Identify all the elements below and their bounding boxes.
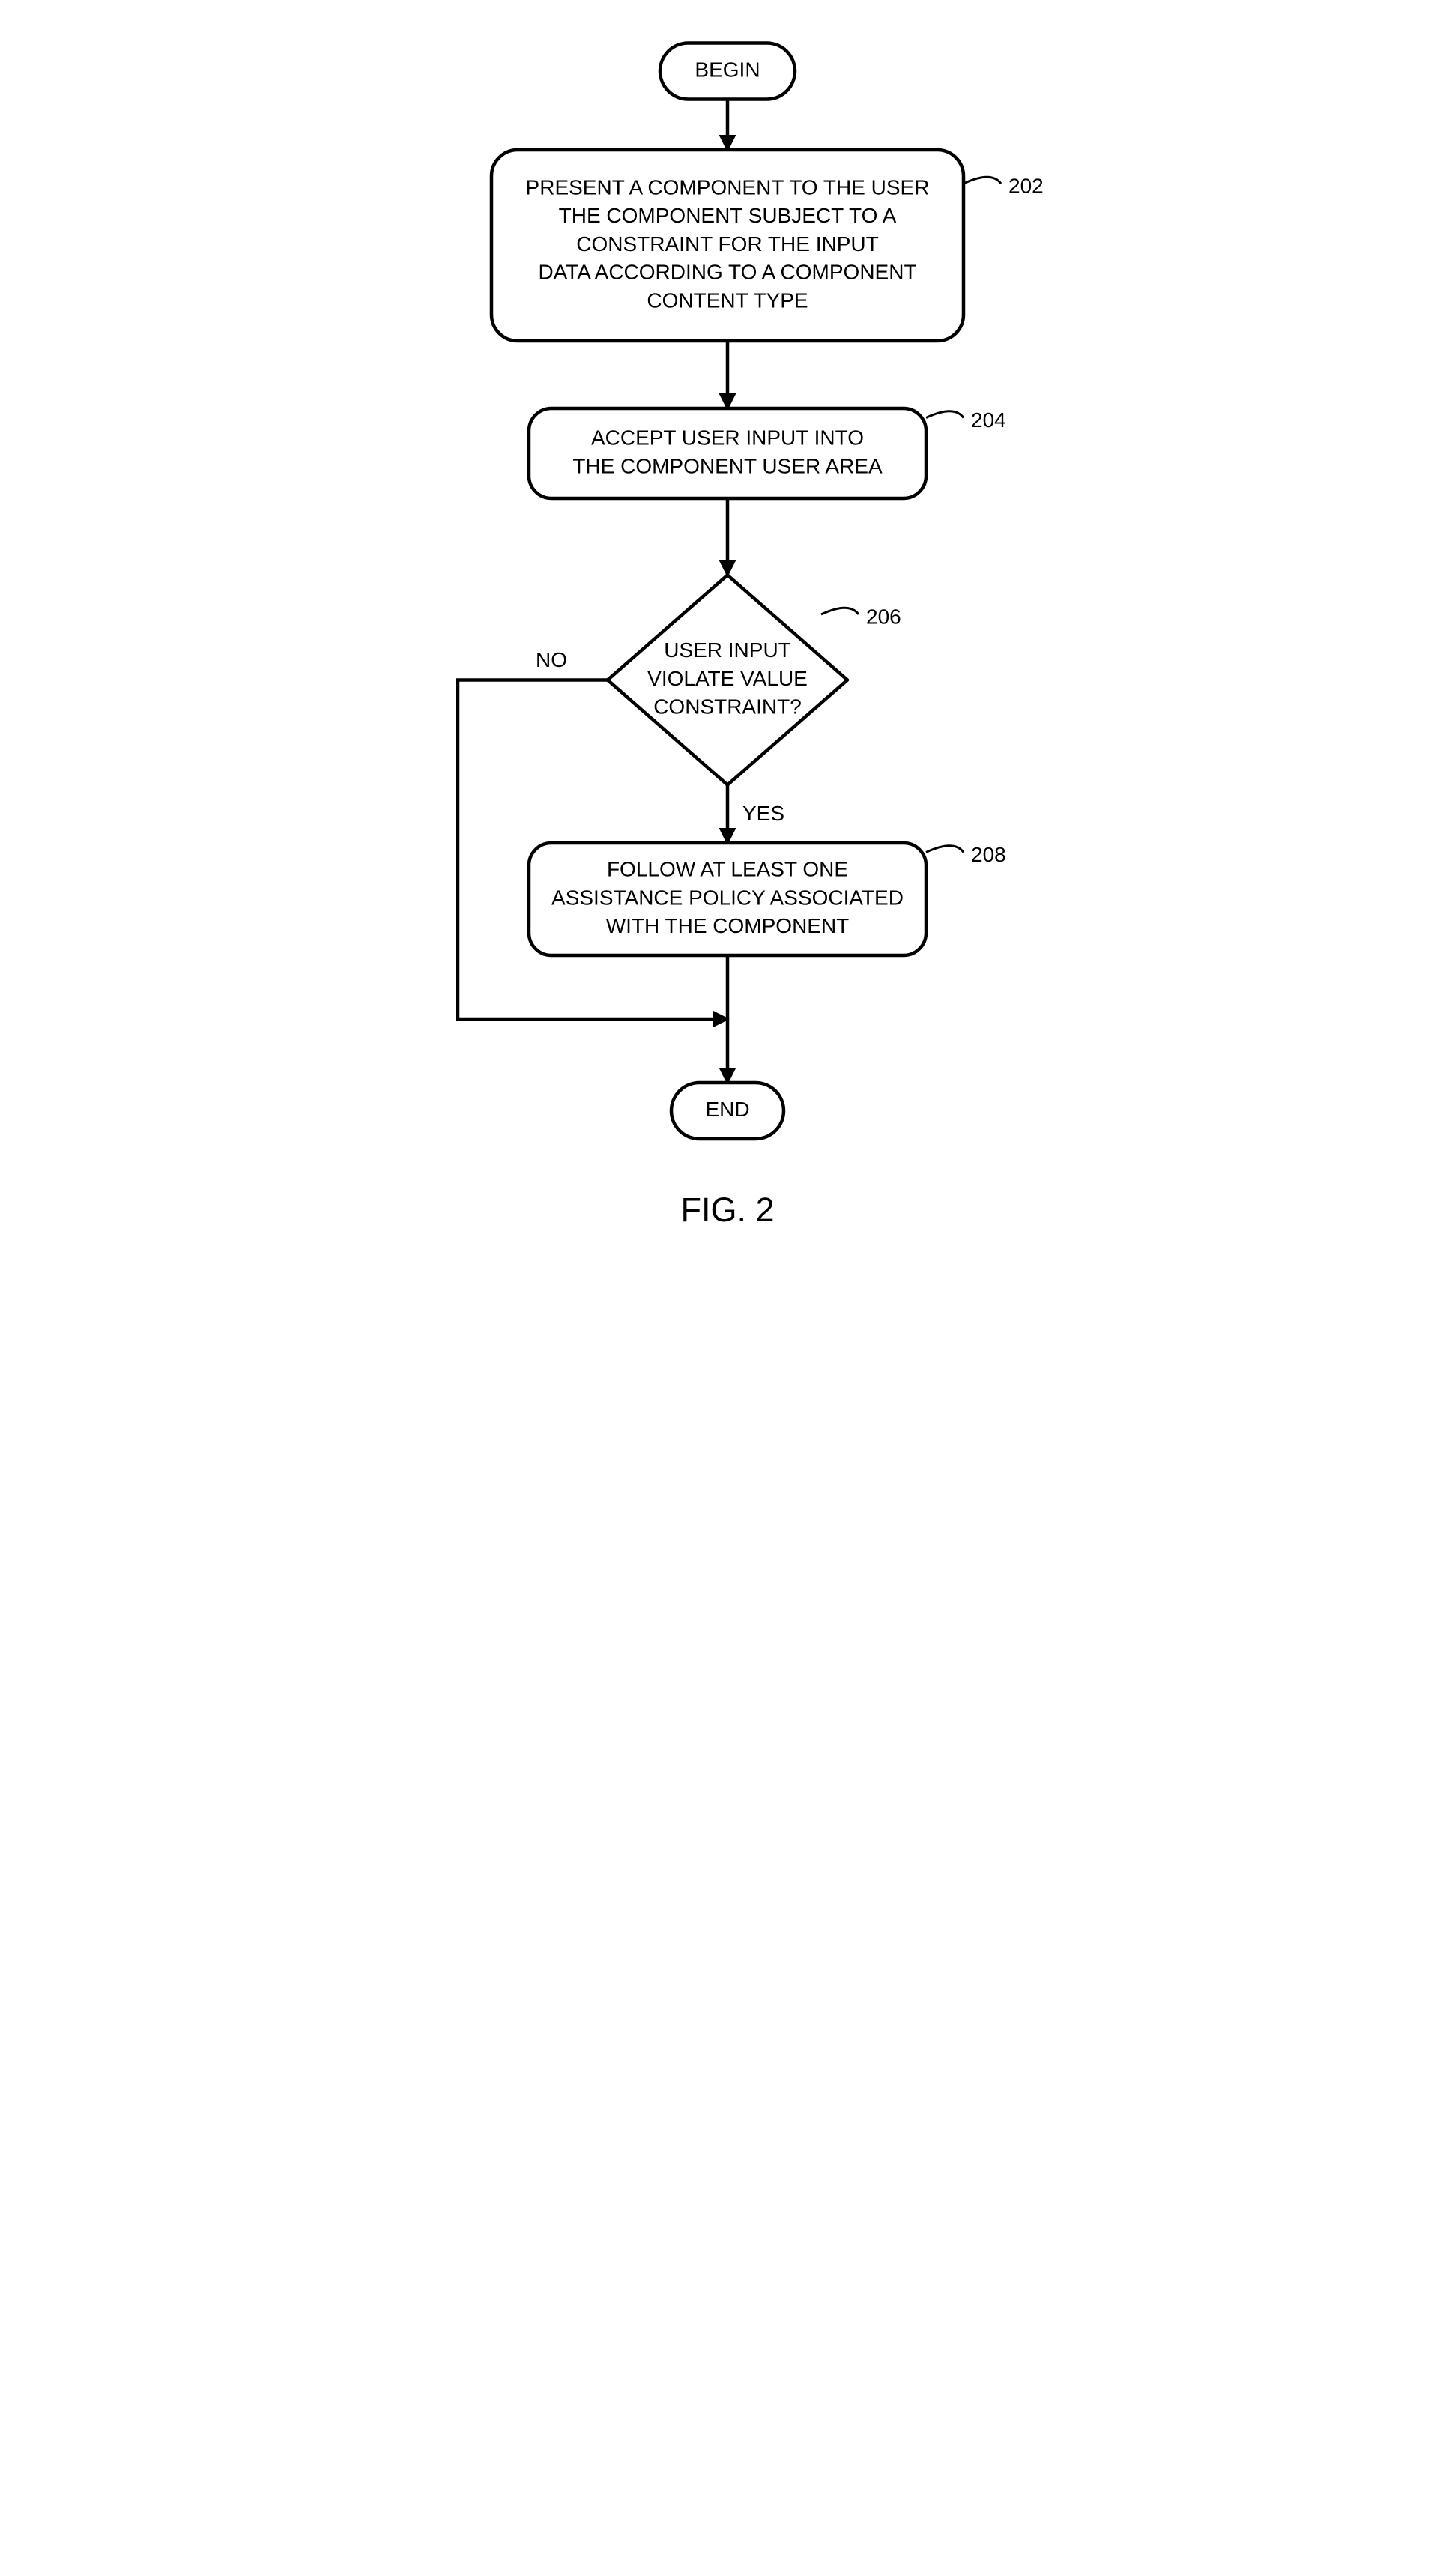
node-text-decision-line0: USER INPUT bbox=[664, 638, 791, 662]
node-present: PRESENT A COMPONENT TO THE USER THE COMPO… bbox=[491, 150, 964, 341]
node-text-follow-line2: WITH THE COMPONENT bbox=[605, 914, 849, 937]
edge-label-no: NO bbox=[536, 648, 567, 671]
node-text-present-line2: CONSTRAINT FOR THE INPUT bbox=[576, 232, 878, 256]
ref-label-accept: 204 bbox=[971, 408, 1006, 432]
node-begin: BEGIN bbox=[660, 43, 795, 100]
node-text-present-line1: THE COMPONENT SUBJECT TO A bbox=[558, 204, 896, 227]
ref-label-present: 202 bbox=[1008, 174, 1044, 197]
node-text-decision-line2: CONSTRAINT? bbox=[653, 695, 802, 719]
node-text-follow-line1: ASSISTANCE POLICY ASSOCIATED bbox=[551, 886, 904, 909]
node-accept: ACCEPT USER INPUT INTO THE COMPONENT USER… bbox=[529, 408, 926, 498]
node-text-accept-line1: THE COMPONENT USER AREA bbox=[572, 454, 883, 477]
node-text-decision-line1: VIOLATE VALUE bbox=[647, 667, 808, 690]
node-text-end-line0: END bbox=[705, 1098, 749, 1121]
flowchart-figure: BEGIN PRESENT A COMPONENT TO THE USER THE … bbox=[364, 0, 1092, 1288]
edge-label-yes: YES bbox=[742, 802, 784, 825]
node-text-follow-line0: FOLLOW AT LEAST ONE bbox=[606, 858, 847, 881]
figure-caption: FIG. 2 bbox=[680, 1191, 774, 1229]
node-text-accept-line0: ACCEPT USER INPUT INTO bbox=[590, 426, 863, 449]
ref-label-decision: 206 bbox=[866, 605, 901, 628]
node-follow: FOLLOW AT LEAST ONE ASSISTANCE POLICY ASS… bbox=[529, 843, 926, 955]
node-text-present-line0: PRESENT A COMPONENT TO THE USER bbox=[525, 175, 929, 199]
node-text-present-line3: DATA ACCORDING TO A COMPONENT bbox=[538, 261, 916, 284]
node-text-present-line4: CONTENT TYPE bbox=[647, 288, 808, 312]
node-end: END bbox=[671, 1083, 784, 1139]
node-text-begin-line0: BEGIN bbox=[695, 58, 760, 81]
ref-label-follow: 208 bbox=[971, 843, 1006, 866]
